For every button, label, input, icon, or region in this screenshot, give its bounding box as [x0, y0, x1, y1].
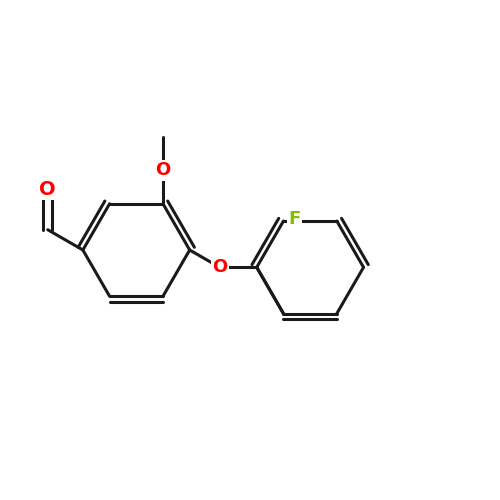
Text: F: F — [288, 210, 300, 228]
Text: O: O — [212, 258, 228, 276]
Text: O: O — [40, 180, 56, 199]
Text: O: O — [156, 161, 170, 179]
